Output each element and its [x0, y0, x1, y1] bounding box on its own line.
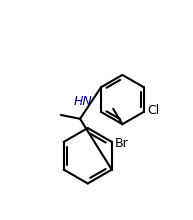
Text: Br: Br: [115, 137, 129, 150]
Text: Cl: Cl: [147, 104, 159, 117]
Text: HN: HN: [74, 95, 92, 108]
